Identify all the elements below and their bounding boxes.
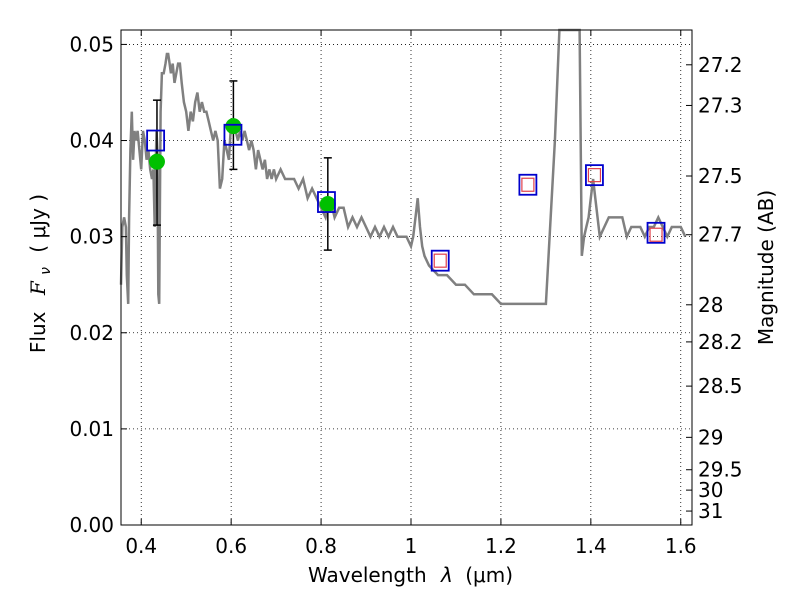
x-axis-label-symbol: λ (440, 563, 453, 587)
x-axis-label: Wavelength λ (μm) (308, 563, 513, 587)
y2-tick-label: 28.2 (698, 330, 743, 354)
sed-model-line (119, 28, 687, 306)
observed-point (148, 153, 165, 170)
gridlines (121, 30, 692, 526)
x-tick-label: 0.8 (305, 534, 337, 558)
y-axis-label: Flux F ν ( μJy ) (26, 194, 55, 353)
y-tick-label: 0.03 (69, 225, 114, 249)
model-boxes (146, 123, 666, 272)
y2-tick-label: 27.2 (698, 53, 743, 77)
y2-tick-label: 27.7 (698, 223, 743, 247)
y2-tick-label: 30 (698, 478, 723, 502)
x-axis-label-units: (μm) (465, 563, 513, 587)
y-tick-label: 0.05 (69, 32, 114, 56)
x-tick-label: 1.4 (575, 534, 607, 558)
x-tick-label: 1.2 (485, 534, 517, 558)
observed-point (319, 195, 336, 212)
x-axis-label-prefix: Wavelength (308, 563, 427, 587)
y-axis-label-subscript: ν (38, 267, 54, 275)
model-box (585, 164, 604, 187)
y2-tick-label: 31 (698, 499, 723, 523)
model-box (223, 123, 243, 146)
model-small-box (649, 227, 663, 242)
y2-tick-label: 29 (698, 425, 723, 449)
observed-points (148, 118, 336, 212)
right-axis-label: Magnitude (AB) (754, 190, 778, 345)
y-tick-label: 0.02 (69, 321, 114, 345)
y2-tick-label: 28.5 (698, 374, 743, 398)
y-axis-label-units: ( μJy ) (26, 194, 50, 253)
error-bars (152, 80, 332, 251)
model-small-box (433, 253, 447, 268)
model-small-box (587, 168, 602, 183)
y2-tick-label: 28 (698, 293, 723, 317)
plot-frame (120, 29, 693, 526)
y2-tick-label: 29.5 (698, 458, 743, 482)
model-box (146, 129, 166, 152)
y-axis-label-symbol: F (26, 280, 50, 296)
y2-tick-label: 27.3 (698, 93, 743, 117)
observed-point (225, 118, 242, 135)
y-tick-label: 0.01 (69, 417, 114, 441)
model-box (646, 221, 666, 244)
y2-tick-label: 27.5 (698, 164, 743, 188)
sed-layer (119, 28, 687, 306)
x-tick-label: 1.6 (665, 534, 697, 558)
model-small-box (521, 177, 535, 192)
model-box (317, 191, 336, 213)
x-tick-label: 0.6 (215, 534, 247, 558)
y-axis-label-prefix: Flux (26, 311, 50, 353)
axis-ticks: 0.4 0.6 0.8 1 1.2 1.4 1.6 0.00 0.01 0.02 0.03 0.04 0… (69, 30, 743, 558)
model-box (430, 249, 450, 272)
x-tick-label: 1 (405, 534, 418, 558)
model-box (518, 173, 538, 196)
y-tick-label: 0.04 (69, 129, 114, 153)
y-tick-label: 0.00 (69, 513, 114, 537)
x-tick-label: 0.4 (125, 534, 157, 558)
